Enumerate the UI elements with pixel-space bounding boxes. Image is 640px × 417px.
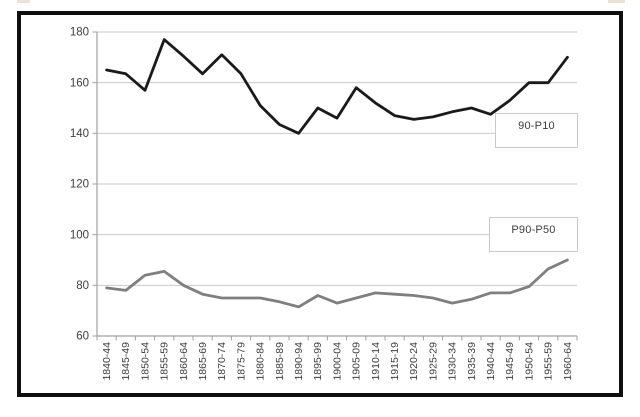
x-axis-tick-label: 1875-79 bbox=[235, 342, 247, 381]
legend-label-p90-p50: P90-P50 bbox=[511, 224, 556, 236]
x-axis-tick-label: 1955-59 bbox=[543, 342, 555, 381]
y-axis-tick-label: 160 bbox=[70, 77, 89, 89]
top-right-highlight-fragment bbox=[608, 0, 625, 3]
x-axis-tick-label: 1935-39 bbox=[466, 342, 478, 381]
x-axis-tick-label: 1905-09 bbox=[351, 342, 363, 381]
x-axis-tick-label: 1930-34 bbox=[447, 342, 459, 381]
y-axis-tick-label: 180 bbox=[70, 27, 89, 39]
chart-border-frame bbox=[17, 11, 623, 397]
x-axis-tick-label: 1890-94 bbox=[293, 342, 305, 381]
x-axis-tick-label: 1960-64 bbox=[562, 342, 574, 381]
x-axis-tick-label: 1940-44 bbox=[485, 342, 497, 381]
x-axis-tick-label: 1865-69 bbox=[197, 342, 209, 381]
x-axis-tick-label: 1850-54 bbox=[139, 342, 151, 381]
x-axis-tick-label: 1945-49 bbox=[504, 342, 516, 381]
x-axis-tick-label: 1840-44 bbox=[101, 342, 113, 381]
x-axis-tick-label: 1900-04 bbox=[331, 342, 343, 381]
x-axis-tick-label: 1855-59 bbox=[159, 342, 171, 381]
x-axis-tick-label: 1920-24 bbox=[408, 342, 420, 381]
x-axis-tick-label: 1845-49 bbox=[120, 342, 132, 381]
x-axis-tick-label: 1885-89 bbox=[274, 342, 286, 381]
y-axis-tick-label: 140 bbox=[70, 128, 89, 140]
y-axis-tick-label: 60 bbox=[76, 331, 89, 343]
legend-box-p90-p50: P90-P50 bbox=[489, 217, 578, 252]
y-axis-tick-label: 120 bbox=[70, 179, 89, 191]
top-left-highlight-fragment bbox=[17, 0, 30, 3]
y-axis-tick-label: 100 bbox=[70, 229, 89, 241]
y-axis-tick-label: 80 bbox=[76, 280, 89, 292]
legend-label-90-p10: 90-P10 bbox=[518, 120, 555, 132]
series-line-90-p10 bbox=[105, 38, 569, 135]
x-axis-tick-label: 1910-14 bbox=[370, 342, 382, 381]
x-axis-tick-label: 1925-29 bbox=[427, 342, 439, 381]
series-line-p90-p50 bbox=[105, 258, 569, 309]
x-axis-tick-label: 1915-19 bbox=[389, 342, 401, 381]
x-axis-tick-label: 1895-99 bbox=[312, 342, 324, 381]
x-axis-tick-label: 1870-74 bbox=[216, 342, 228, 381]
legend-box-90-p10: 90-P10 bbox=[495, 113, 578, 148]
x-axis-tick-label: 1880-84 bbox=[255, 342, 267, 381]
x-axis-tick-label: 1950-54 bbox=[523, 342, 535, 381]
x-axis-tick-label: 1860-64 bbox=[178, 342, 190, 381]
